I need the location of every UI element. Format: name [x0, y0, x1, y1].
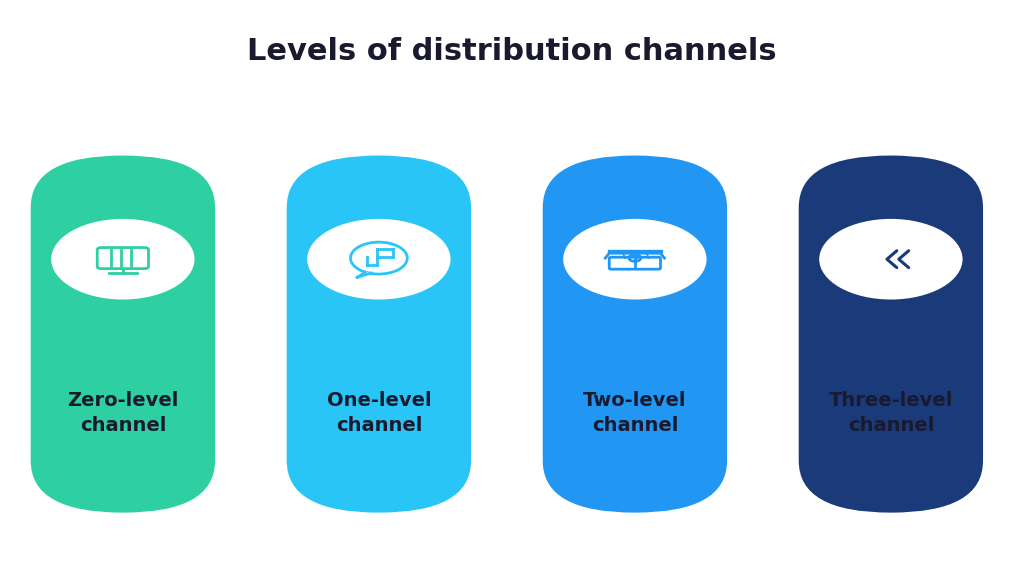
Text: Three-level
channel: Three-level channel [828, 391, 953, 435]
Circle shape [819, 219, 963, 300]
FancyBboxPatch shape [31, 156, 215, 513]
Circle shape [563, 219, 707, 300]
Text: Levels of distribution channels: Levels of distribution channels [247, 37, 777, 66]
Text: Zero-level
channel: Zero-level channel [68, 391, 178, 435]
Circle shape [51, 219, 195, 300]
Circle shape [307, 219, 451, 300]
FancyBboxPatch shape [287, 156, 471, 513]
FancyBboxPatch shape [543, 156, 727, 513]
Text: One-level
channel: One-level channel [327, 391, 431, 435]
FancyBboxPatch shape [799, 156, 983, 513]
Polygon shape [357, 272, 371, 278]
Text: Two-level
channel: Two-level channel [583, 391, 687, 435]
